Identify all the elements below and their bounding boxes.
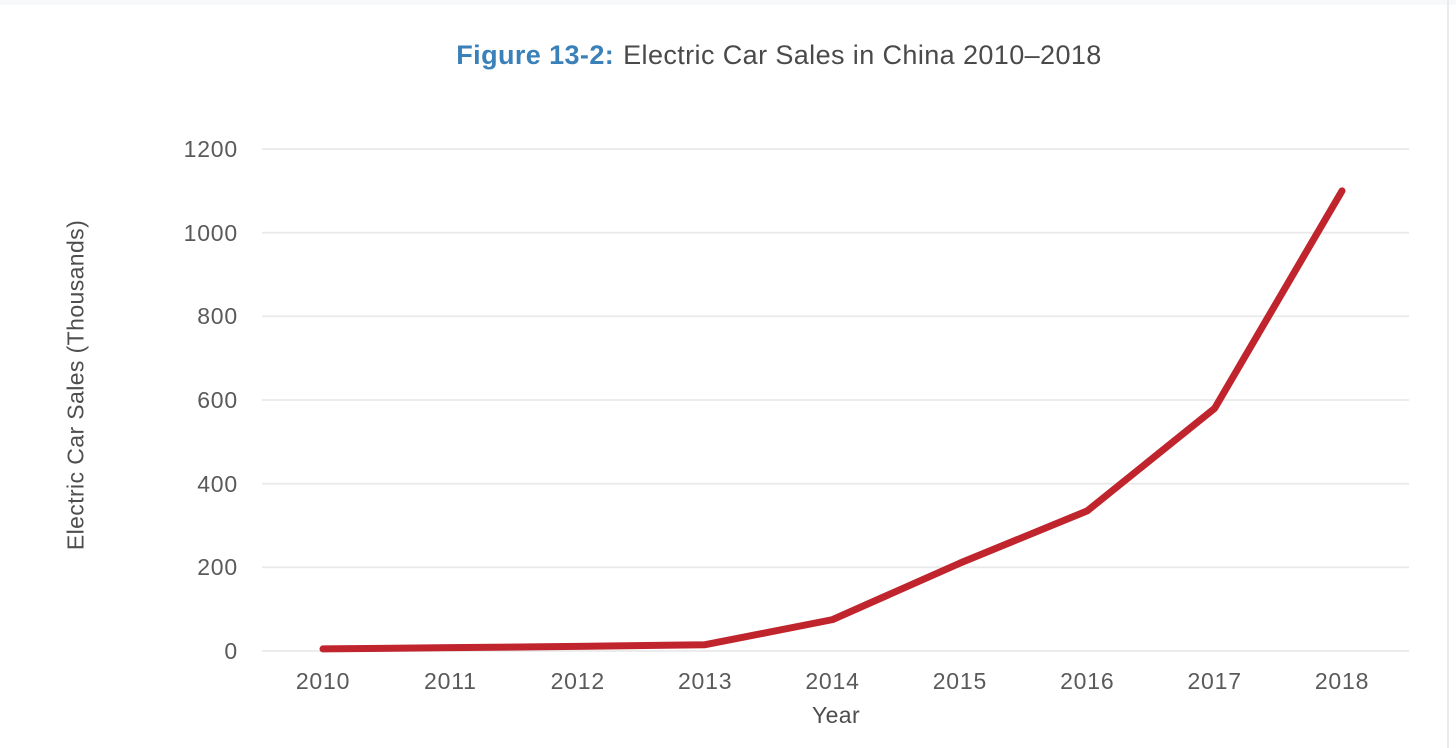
- x-axis-title: Year: [811, 702, 861, 728]
- x-tick-label-2010: 2010: [295, 668, 351, 694]
- x-tick-label-2015: 2015: [932, 668, 988, 694]
- x-tick-label-2012: 2012: [550, 668, 605, 694]
- y-tick-label-600: 600: [197, 387, 238, 413]
- sales-line-series: [319, 187, 1346, 653]
- y-tick-label-1000: 1000: [183, 219, 238, 246]
- y-tick-label-400: 400: [197, 470, 238, 497]
- y-tick-label-0: 0: [224, 638, 238, 664]
- x-tick-label-2011: 2011: [424, 668, 477, 694]
- page-top-strip: [0, 0, 1456, 5]
- x-tick-label-2013: 2013: [677, 668, 733, 694]
- y-tick-label-1200: 1200: [183, 136, 238, 162]
- y-tick-label-800: 800: [197, 303, 238, 330]
- x-tick-label-2017: 2017: [1187, 668, 1242, 694]
- x-tick-label-2018: 2018: [1314, 668, 1370, 694]
- chart-title-figure-number: Figure 13-2:: [456, 40, 615, 70]
- chart-title-text: Electric Car Sales in China 2010–2018: [623, 40, 1102, 70]
- y-axis-title: Electric Car Sales (Thousands): [62, 219, 89, 551]
- page-right-edge-divider: [1447, 0, 1449, 748]
- chart-title: Figure 13-2: Electric Car Sales in China …: [456, 40, 1101, 71]
- y-tick-label-200: 200: [197, 554, 238, 581]
- x-tick-label-2016: 2016: [1060, 668, 1115, 694]
- x-tick-label-2014: 2014: [805, 668, 860, 694]
